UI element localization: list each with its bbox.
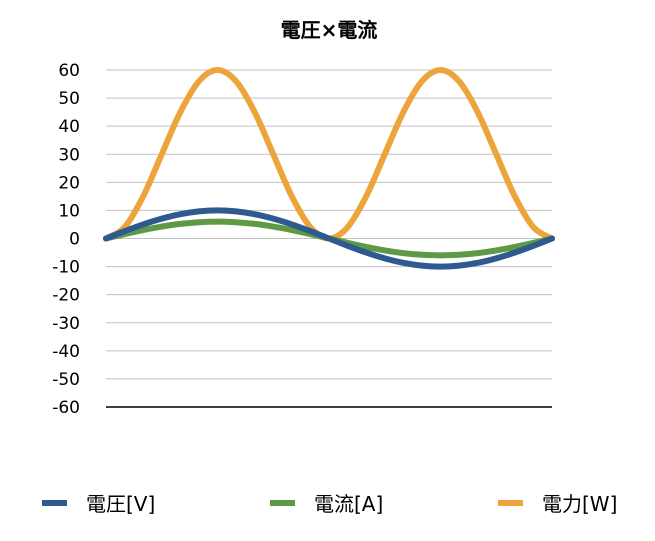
series-line-0 bbox=[103, 207, 555, 270]
y-tick-label: 60 bbox=[58, 61, 80, 81]
gridlines bbox=[106, 69, 552, 408]
legend-label: 電圧[V] bbox=[86, 492, 155, 516]
y-axis-tick-labels: 60 50 40 30 20 10 0 -10 -20 -30 -40 -50 -60 bbox=[52, 61, 80, 418]
y-tick-label: -20 bbox=[52, 286, 80, 306]
y-tick-label: -40 bbox=[52, 342, 80, 362]
y-tick-label: -60 bbox=[52, 398, 80, 418]
y-tick-label: 20 bbox=[58, 173, 80, 193]
y-tick-label: 50 bbox=[58, 89, 80, 109]
legend-label: 電力[W] bbox=[542, 492, 617, 516]
legend-label: 電流[A] bbox=[314, 492, 383, 516]
y-tick-label: -30 bbox=[52, 314, 80, 334]
y-tick-label: 30 bbox=[58, 145, 80, 165]
y-tick-label: 0 bbox=[69, 230, 80, 250]
y-tick-label: -10 bbox=[52, 258, 80, 278]
chart-title: 電圧×電流 bbox=[281, 18, 378, 42]
y-tick-label: 10 bbox=[58, 201, 80, 221]
y-tick-label: 40 bbox=[58, 117, 80, 137]
y-tick-label: -50 bbox=[52, 370, 80, 390]
series-lines bbox=[103, 67, 555, 270]
legend: 電圧[V] 電流[A] 電力[W] bbox=[42, 492, 617, 516]
